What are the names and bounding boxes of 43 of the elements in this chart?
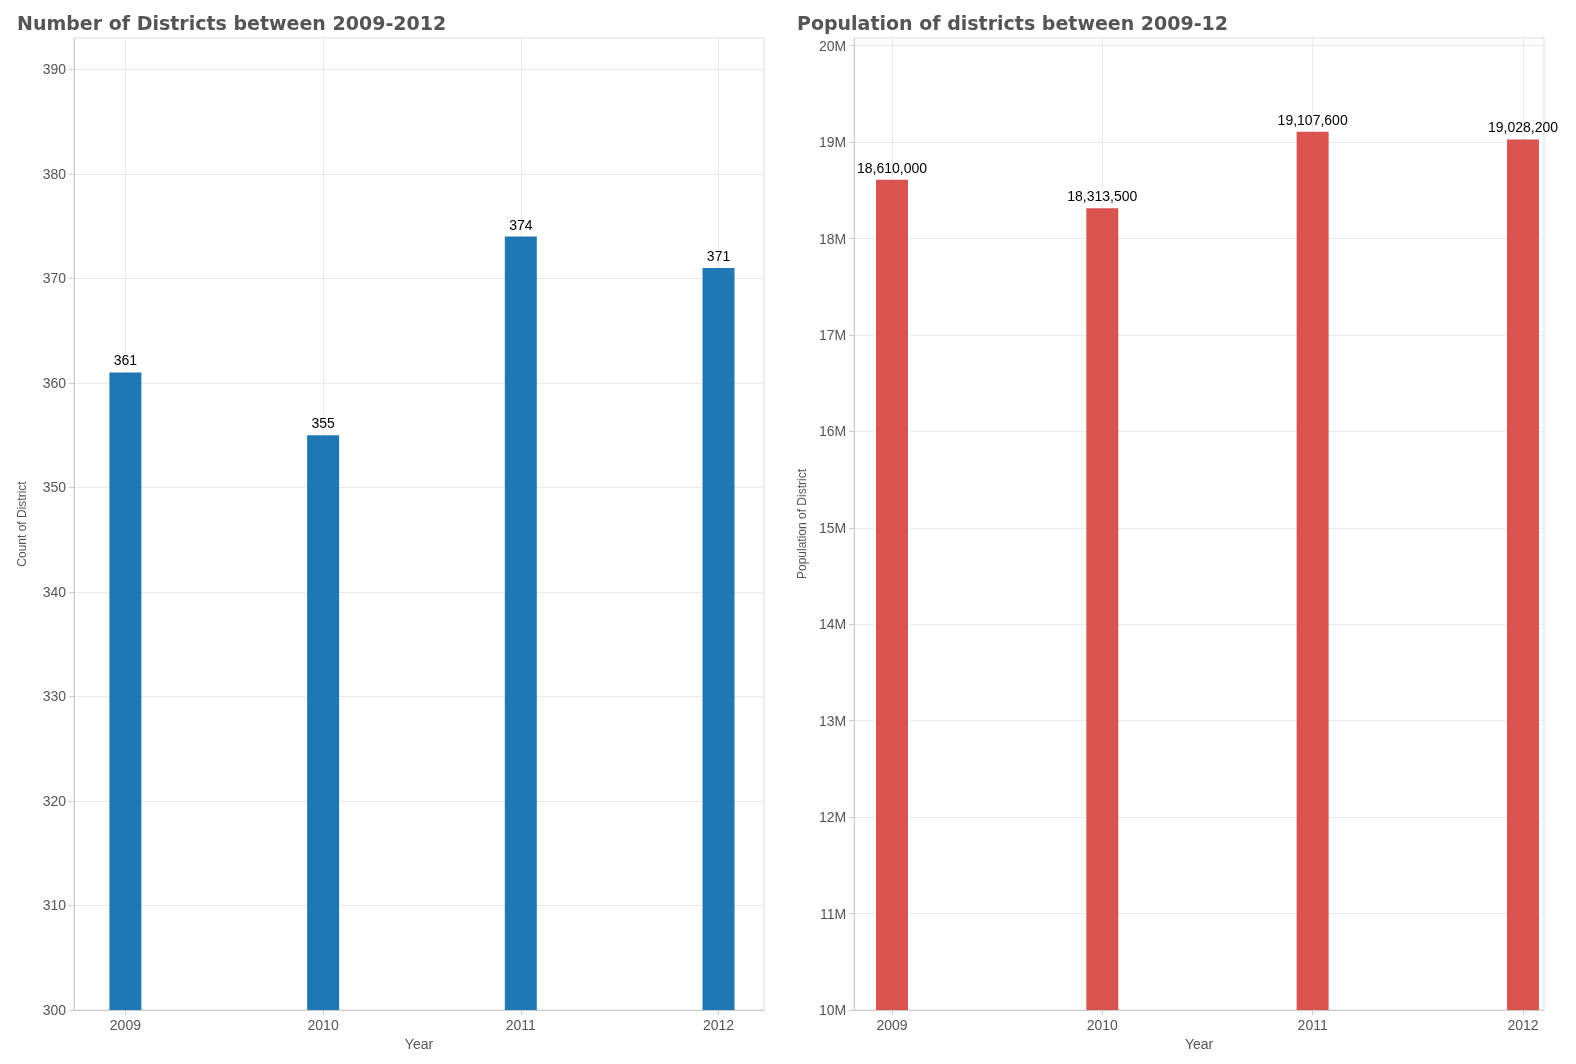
data-label: 361	[113, 352, 138, 369]
y-tick-label: 390	[42, 61, 67, 78]
y-tick-label: 340	[42, 583, 67, 600]
x-tick-label: 2011	[505, 1017, 537, 1033]
y-tick-label: 360	[42, 374, 67, 391]
data-label: 371	[706, 247, 731, 264]
x-axis-title: Year	[404, 1035, 434, 1052]
data-label: 19,028,200	[1487, 119, 1559, 136]
y-tick-label: 14M	[818, 616, 847, 633]
data-label: 18,610,000	[856, 159, 928, 176]
y-tick-label: 10M	[818, 1002, 847, 1018]
y-tick-label: 370	[42, 270, 67, 287]
y-tick-label: 19M	[818, 134, 847, 151]
y-tick-label: 17M	[818, 327, 847, 343]
data-label: 19,107,600	[1277, 111, 1348, 128]
x-tick-label: 2012	[702, 1017, 735, 1033]
x-tick-label: 2010	[307, 1017, 339, 1033]
chart-title: Population of districts between 2009-12	[797, 11, 1229, 34]
y-tick-label: 380	[42, 165, 67, 182]
x-tick-label: 2011	[1297, 1017, 1328, 1033]
y-tick-label: 330	[42, 688, 67, 705]
x-tick-label: 2009	[876, 1017, 908, 1033]
x-tick-label: 2010	[1086, 1017, 1119, 1033]
y-tick-label: 15M	[818, 519, 847, 536]
y-tick-label: 350	[42, 479, 67, 496]
y-axis-title: Population of District	[795, 468, 809, 580]
data-label: 355	[311, 415, 335, 432]
x-axis-title: Year	[1184, 1035, 1214, 1052]
y-tick-label: 13M	[818, 712, 847, 729]
y-tick-label: 16M	[818, 423, 847, 440]
y-tick-label: 20M	[818, 37, 847, 54]
y-axis-title: Count of District	[15, 480, 29, 567]
y-tick-label: 18M	[818, 230, 847, 247]
data-label: 374	[509, 216, 533, 233]
x-tick-label: 2009	[109, 1017, 142, 1033]
chart-title: Number of Districts between 2009-2012	[17, 11, 447, 34]
data-label: 18,313,500	[1067, 188, 1138, 205]
y-tick-label: 310	[42, 897, 67, 914]
y-tick-label: 11M	[819, 905, 847, 922]
y-tick-label: 12M	[818, 809, 847, 826]
y-tick-label: 320	[42, 792, 67, 809]
y-tick-label: 300	[42, 1002, 67, 1018]
x-tick-label: 2012	[1507, 1017, 1539, 1033]
